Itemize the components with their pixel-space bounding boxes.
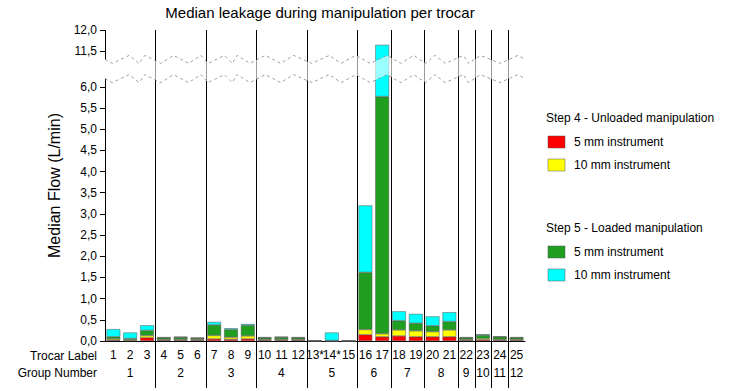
svg-text:9: 9: [463, 366, 470, 380]
svg-text:3: 3: [144, 348, 151, 362]
svg-text:4: 4: [278, 366, 285, 380]
svg-text:2: 2: [177, 366, 184, 380]
svg-text:11: 11: [494, 366, 507, 380]
svg-text:Trocar Label: Trocar Label: [30, 349, 97, 363]
svg-text:6: 6: [194, 348, 201, 362]
svg-text:13*: 13*: [306, 348, 324, 362]
svg-text:5: 5: [328, 366, 335, 380]
svg-text:4,0: 4,0: [80, 165, 97, 179]
svg-text:10 mm instrument: 10 mm instrument: [574, 268, 671, 282]
svg-text:11: 11: [275, 348, 288, 362]
svg-text:5 mm instrument: 5 mm instrument: [574, 135, 664, 149]
svg-text:5,5: 5,5: [80, 101, 97, 115]
svg-text:2: 2: [127, 348, 134, 362]
svg-text:2,5: 2,5: [80, 228, 97, 242]
svg-text:15: 15: [342, 348, 356, 362]
svg-text:0,5: 0,5: [80, 313, 97, 327]
svg-text:6: 6: [370, 366, 377, 380]
svg-text:8: 8: [228, 348, 235, 362]
svg-text:25: 25: [510, 348, 524, 362]
svg-text:Median leakage during manipula: Median leakage during manipulation per t…: [165, 4, 474, 21]
svg-text:12: 12: [510, 366, 524, 380]
svg-text:Group Number: Group Number: [18, 366, 97, 380]
svg-text:17: 17: [376, 348, 390, 362]
svg-text:11,5: 11,5: [75, 44, 98, 58]
svg-text:0,0: 0,0: [80, 334, 97, 348]
svg-text:21: 21: [443, 348, 457, 362]
svg-text:5: 5: [177, 348, 184, 362]
svg-text:5,0: 5,0: [80, 122, 97, 136]
svg-text:24: 24: [493, 348, 507, 362]
svg-text:22: 22: [460, 348, 474, 362]
svg-text:19: 19: [409, 348, 423, 362]
svg-text:8: 8: [438, 366, 445, 380]
svg-text:1: 1: [127, 366, 134, 380]
svg-text:1,5: 1,5: [80, 270, 97, 284]
svg-text:10 mm instrument: 10 mm instrument: [574, 158, 671, 172]
svg-text:12: 12: [292, 348, 306, 362]
svg-text:3: 3: [228, 366, 235, 380]
svg-text:14*: 14*: [323, 348, 341, 362]
svg-text:3,5: 3,5: [80, 186, 97, 200]
svg-text:4,5: 4,5: [80, 143, 97, 157]
svg-text:10: 10: [258, 348, 272, 362]
svg-text:Step 4 - Unloaded manipulation: Step 4 - Unloaded manipulation: [546, 111, 714, 125]
svg-text:18: 18: [392, 348, 406, 362]
svg-text:1,0: 1,0: [80, 292, 97, 306]
svg-text:7: 7: [211, 348, 218, 362]
svg-text:23: 23: [476, 348, 490, 362]
svg-text:3,0: 3,0: [80, 207, 97, 221]
svg-text:6,0: 6,0: [80, 80, 97, 94]
svg-text:7: 7: [404, 366, 411, 380]
svg-text:4: 4: [160, 348, 167, 362]
svg-text:10: 10: [476, 366, 490, 380]
svg-text:20: 20: [426, 348, 440, 362]
svg-text:9: 9: [244, 348, 251, 362]
svg-text:16: 16: [359, 348, 373, 362]
svg-text:2,0: 2,0: [80, 249, 97, 263]
svg-text:Median Flow (L/min): Median Flow (L/min): [46, 113, 63, 258]
svg-text:Step 5 - Loaded manipulation: Step 5 - Loaded manipulation: [546, 221, 703, 235]
svg-text:12,0: 12,0: [74, 23, 98, 37]
svg-text:5 mm instrument: 5 mm instrument: [574, 245, 664, 259]
svg-text:1: 1: [110, 348, 117, 362]
